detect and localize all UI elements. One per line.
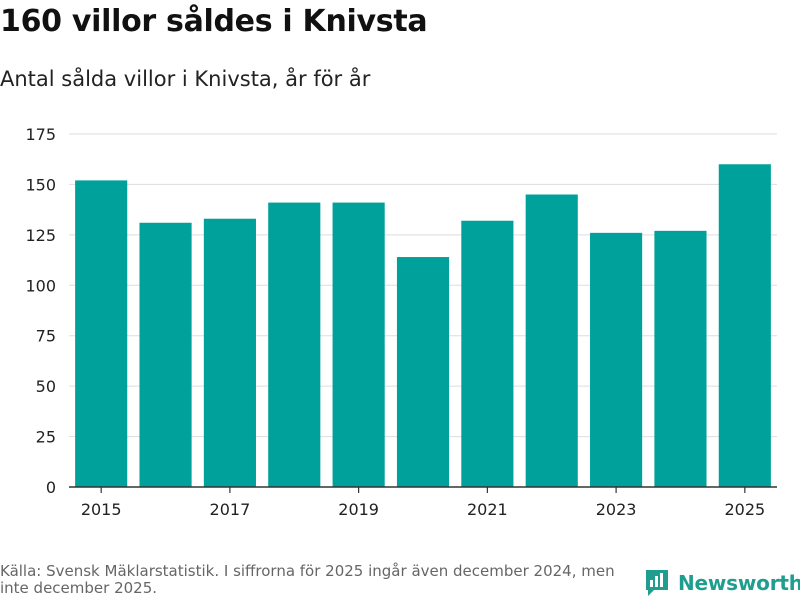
bar-2021: [461, 220, 514, 488]
y-tick-label: 75: [36, 327, 56, 346]
bar-2015: [75, 180, 128, 487]
chart-title: 160 villor såldes i Knivsta: [0, 4, 428, 39]
y-tick-label: 25: [36, 428, 56, 447]
y-tick-label: 0: [46, 478, 56, 497]
bar-2022: [525, 194, 578, 487]
brand-logo: Newsworthy: [644, 568, 800, 598]
bar-2023: [590, 232, 643, 487]
brand-name: Newsworthy: [678, 571, 800, 595]
bar-2024: [654, 230, 707, 487]
chart-subtitle: Antal sålda villor i Knivsta, år för år: [0, 67, 371, 91]
bar-chart: 0 25 50 75 100 125 150 175 2015 2017 2019 2021 2023 2…: [25, 125, 777, 519]
bar-2018: [268, 202, 321, 487]
x-tick-label: 2015: [81, 500, 122, 519]
source-note: Källa: Svensk Mäklarstatistik. I siffror…: [0, 562, 615, 597]
y-tick-label: 50: [36, 377, 56, 396]
x-tick-label: 2021: [467, 500, 508, 519]
x-tick-label: 2023: [596, 500, 637, 519]
x-tick-label: 2017: [210, 500, 251, 519]
bar-2020: [396, 257, 450, 487]
x-tick-label: 2025: [724, 500, 765, 519]
bar-chart-logo-icon: [646, 570, 668, 596]
x-tick-label: 2019: [338, 500, 379, 519]
y-tick-label: 150: [25, 175, 56, 194]
y-tick-label: 100: [25, 276, 56, 295]
y-tick-label: 175: [25, 125, 56, 144]
y-tick-label: 125: [25, 226, 56, 245]
bar-2016: [139, 222, 192, 488]
bar-2025: [718, 164, 771, 487]
bar-2019: [332, 202, 385, 487]
bar-2017: [203, 218, 256, 487]
